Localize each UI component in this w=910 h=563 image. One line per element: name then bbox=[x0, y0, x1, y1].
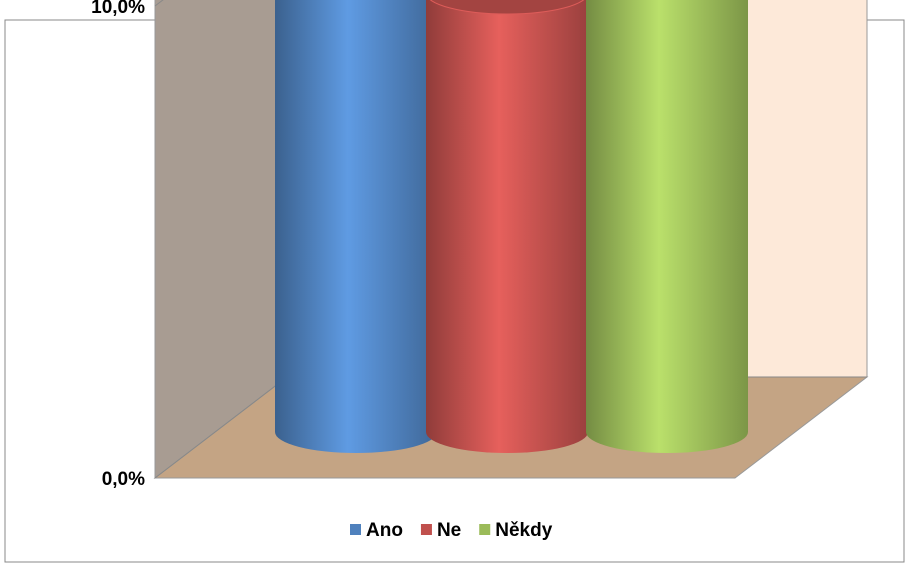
legend-swatch bbox=[479, 524, 491, 535]
y-tick-label: 0,0% bbox=[102, 469, 145, 490]
cylinder bbox=[586, 0, 748, 453]
y-tick-label: 10,0% bbox=[91, 0, 145, 18]
legend-label: Někdy bbox=[495, 520, 552, 541]
cylinder-top bbox=[429, 0, 585, 15]
legend-swatch bbox=[420, 524, 432, 535]
cylinder bbox=[426, 0, 588, 453]
legend-label: Ne bbox=[437, 520, 461, 541]
cylinder bbox=[275, 0, 437, 453]
legend-swatch bbox=[350, 524, 361, 535]
legend-label: Ano bbox=[366, 520, 403, 541]
